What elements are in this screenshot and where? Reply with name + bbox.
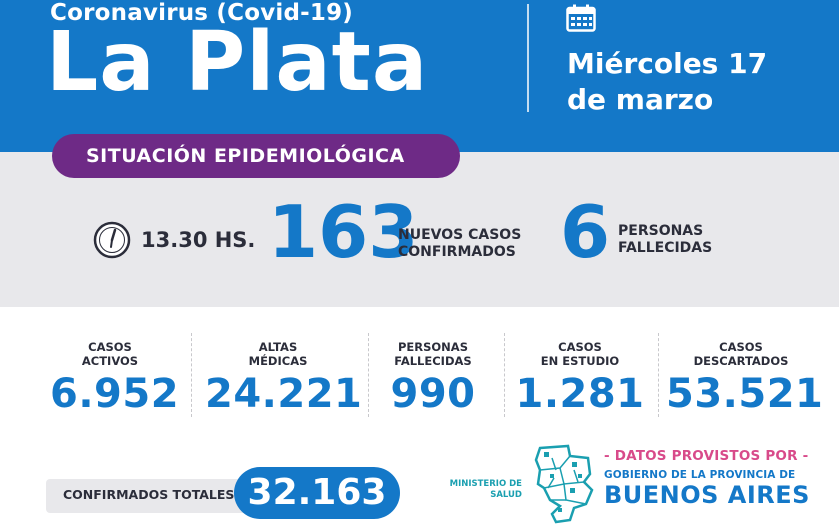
stat-divider [658, 333, 659, 417]
date-line2: de marzo [567, 83, 714, 116]
calendar-icon [566, 4, 596, 32]
stat-active-cases: CASOS ACTIVOS 6.952 [50, 340, 180, 417]
stat-label: CASOS DESCARTADOS [693, 340, 789, 368]
stat-value: 6.952 [50, 371, 180, 417]
city-title: La Plata [46, 15, 429, 110]
date: Miércoles 17 de marzo [567, 46, 767, 118]
new-cases-label-line2: CONFIRMADOS [398, 244, 516, 260]
situation-banner: SITUACIÓN EPIDEMIOLÓGICA [52, 134, 460, 178]
stat-label: CASOS ACTIVOS [81, 340, 139, 368]
stat-label: ALTAS MÉDICAS [248, 340, 308, 368]
daily-deaths-label-line1: PERSONAS [618, 223, 704, 239]
stat-label: PERSONAS FALLECIDAS [394, 340, 472, 368]
government-label: GOBIERNO DE LA PROVINCIA DE [604, 469, 796, 481]
daily-deaths-label-line2: FALLECIDAS [618, 240, 713, 256]
new-cases-label-line1: NUEVOS CASOS [398, 227, 522, 243]
report-time: 13.30 HS. [141, 228, 256, 252]
ministry-label: MINISTERIO DE SALUD [448, 479, 522, 501]
clock-icon [93, 221, 131, 259]
stat-label: CASOS EN ESTUDIO [540, 340, 620, 368]
stat-value: 990 [390, 371, 476, 417]
stat-medical-discharges: ALTAS MÉDICAS 24.221 [205, 340, 363, 417]
date-line1: Miércoles 17 [567, 47, 768, 80]
ministry-line1: MINISTERIO DE [449, 479, 522, 489]
stat-value: 24.221 [205, 371, 363, 417]
data-provided-by: - DATOS PROVISTOS POR - [604, 448, 809, 464]
new-cases-label: NUEVOS CASOS CONFIRMADOS [398, 227, 521, 261]
header-divider [527, 4, 529, 112]
totals-label: CONFIRMADOS TOTALES [63, 487, 235, 502]
province-name: BUENOS AIRES [604, 481, 810, 509]
stat-total-deaths: PERSONAS FALLECIDAS 990 [378, 340, 488, 414]
daily-deaths-label: PERSONAS FALLECIDAS [618, 223, 712, 257]
province-map-logo [534, 444, 594, 524]
stat-value: 53.521 [666, 371, 824, 417]
ministry-line2: SALUD [490, 490, 522, 500]
subtitle: Coronavirus (Covid-19) [50, 0, 354, 26]
header-band [0, 0, 839, 152]
stat-discarded-cases: CASOS DESCARTADOS 53.521 [666, 340, 824, 417]
stat-value: 1.281 [515, 371, 645, 417]
totals-value: 32.163 [234, 467, 400, 519]
stat-divider [191, 333, 192, 417]
stat-divider [368, 333, 369, 417]
stat-under-study: CASOS EN ESTUDIO 1.281 [514, 340, 646, 414]
stat-divider [504, 333, 505, 417]
new-cases-value: 163 [268, 190, 419, 274]
daily-deaths-value: 6 [560, 190, 611, 274]
